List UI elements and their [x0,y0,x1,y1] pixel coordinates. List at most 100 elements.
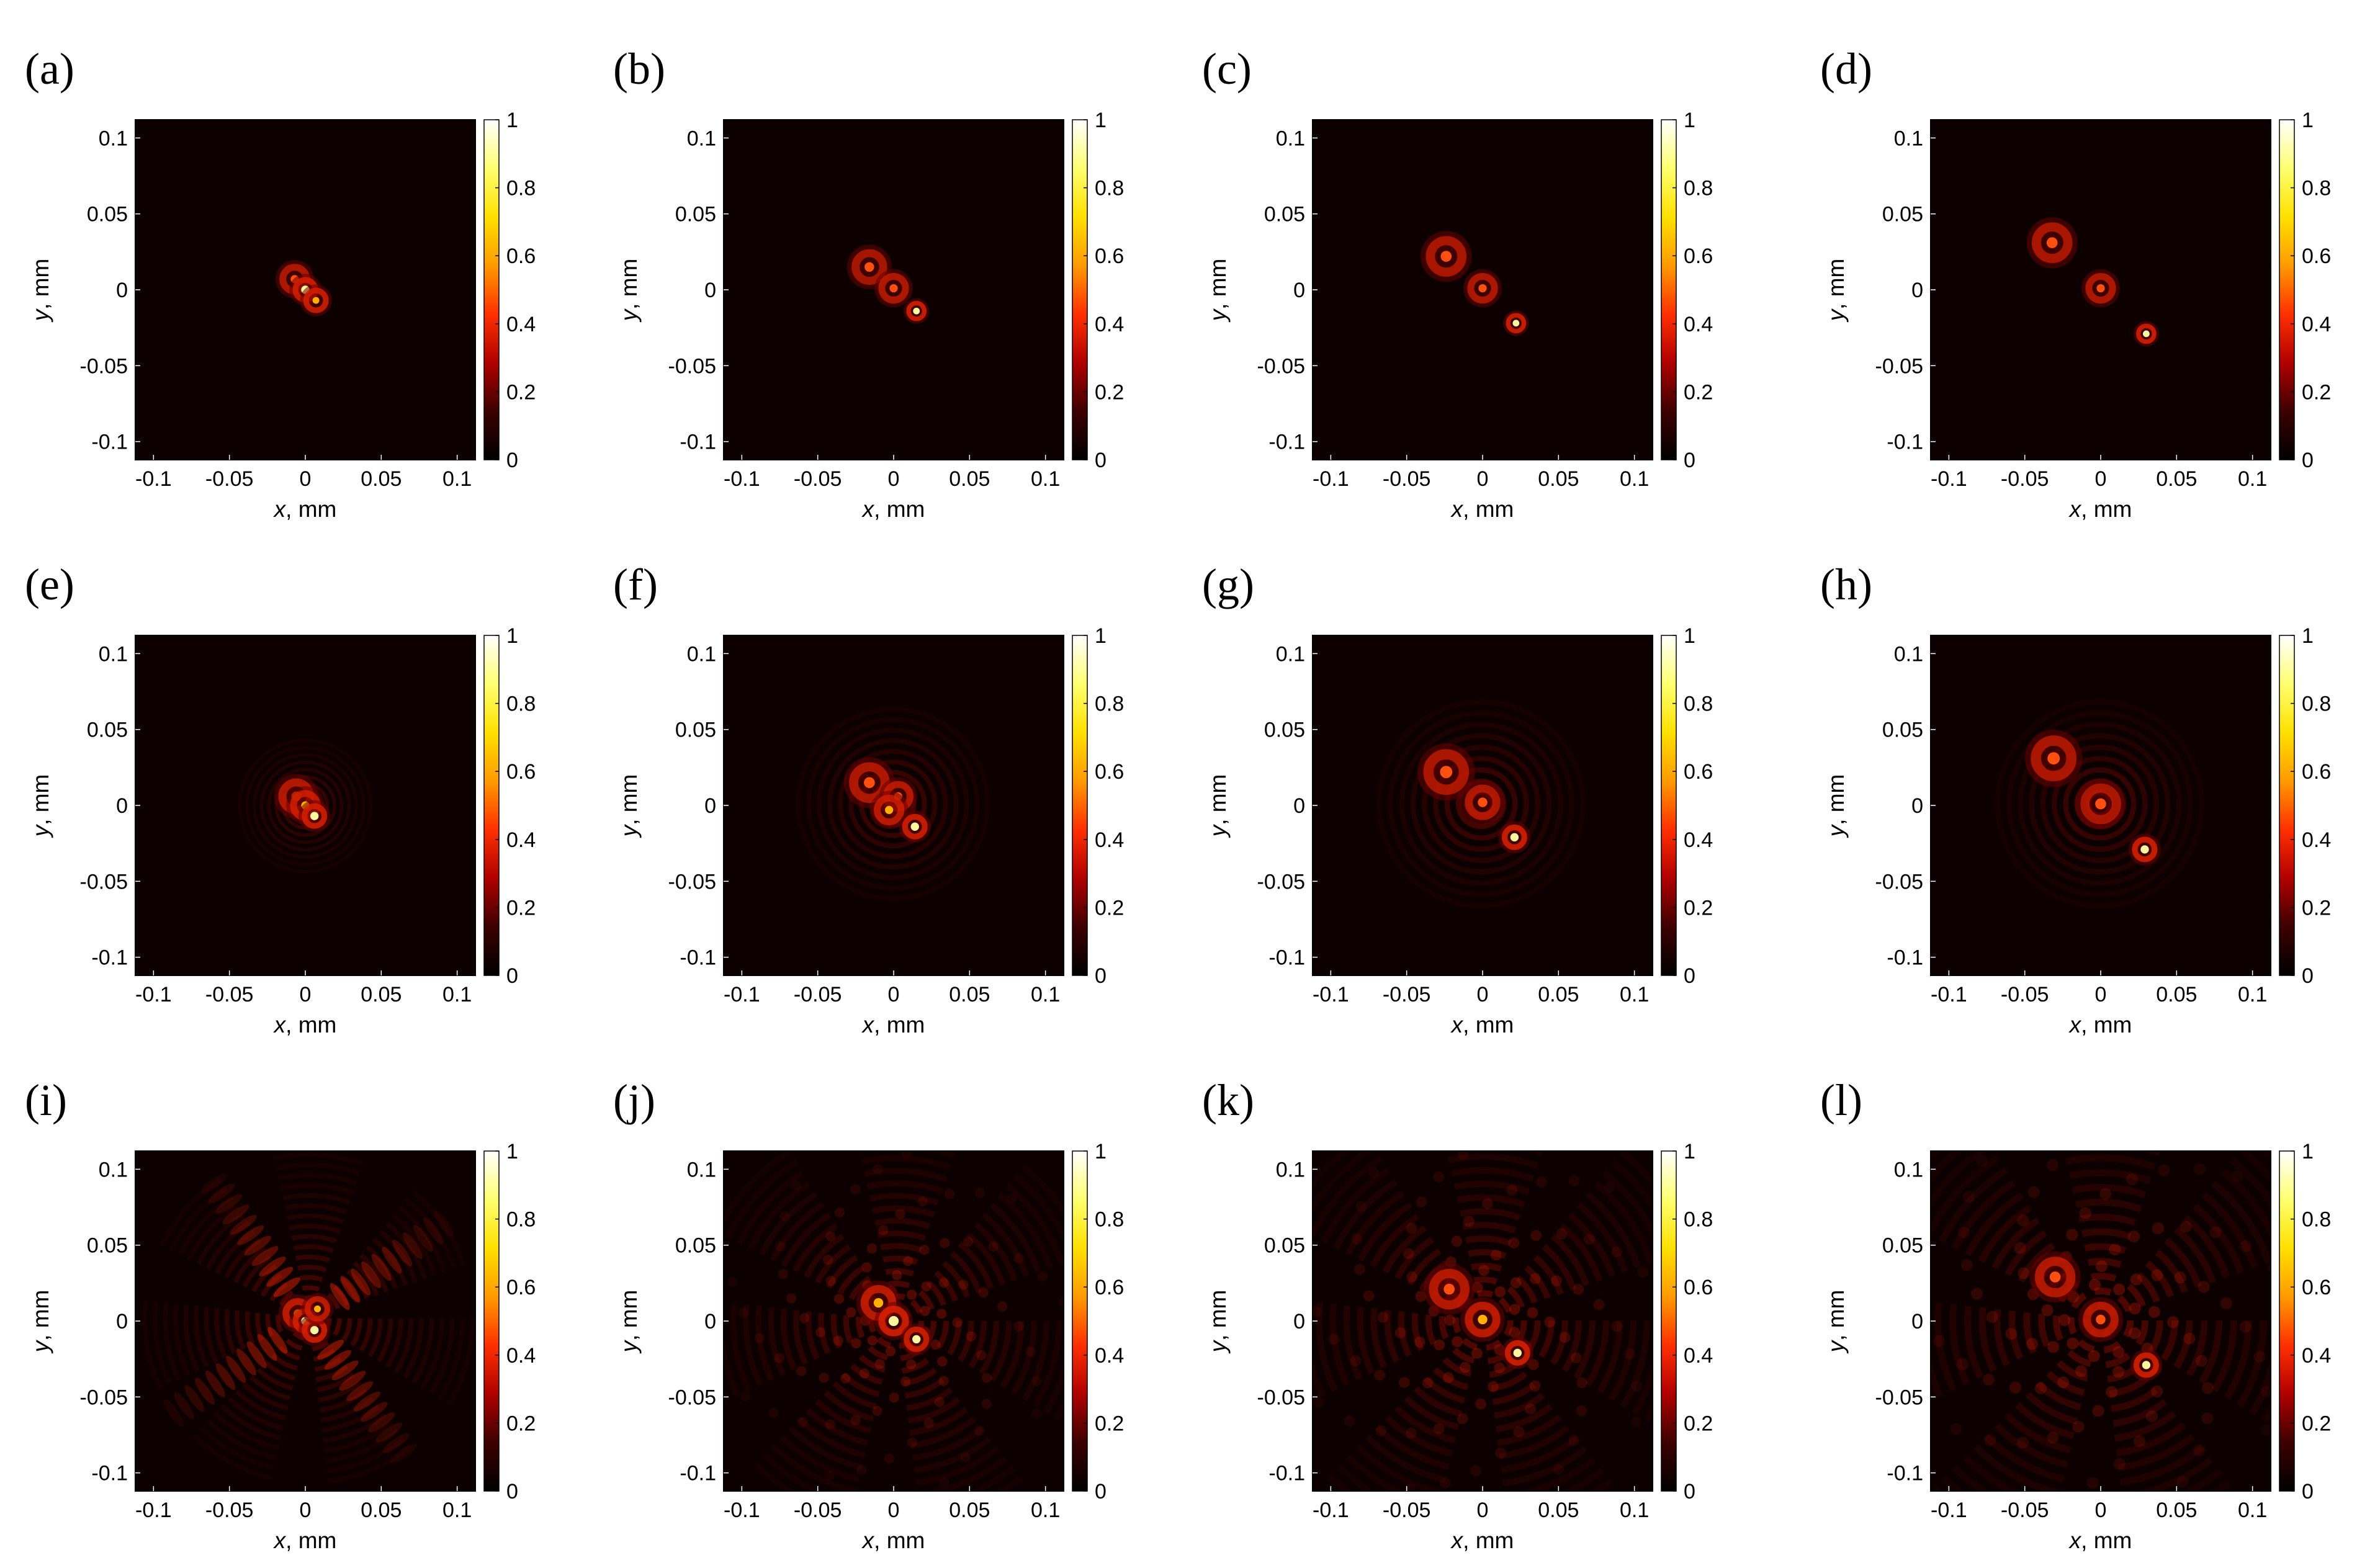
interference-speckle [825,1276,837,1286]
interference-speckle [861,1262,872,1273]
x-tick-label: -0.1 [1931,1499,1967,1522]
interference-speckle [796,1366,807,1376]
colorbar-tick-label: 0.2 [1684,380,1713,404]
heatmap [142,1152,475,1485]
interference-speckle [2026,1338,2039,1350]
interference-speckle [2058,1314,2071,1326]
interference-speckle [775,1241,786,1252]
colorbar-tick-label: 0 [1684,449,1695,472]
interference-speckle [1957,1358,1969,1370]
interference-speckle [976,1350,987,1361]
panel-a: (a) -0.1 -0.05 0 0.05 0.1 0.1 0.05 0 -0.05 -0.1 x, … [25,44,536,522]
x-tick-label: -0.05 [205,467,254,491]
interference-lobe [317,1340,344,1360]
beam-spot [900,1323,933,1356]
colorbar-tick-label: 1 [1095,109,1107,132]
heatmap [238,738,373,874]
interference-speckle [2113,1458,2126,1470]
x-tick-label: 0.1 [1620,467,1649,491]
colorbar-tick-label: 0.2 [2302,896,2331,920]
colorbar-tick-label: 0.4 [1684,313,1713,336]
interference-ring [1433,756,1529,852]
interference-speckle [923,1418,934,1428]
x-tick-label: 0.05 [1538,467,1579,491]
interference-ring [1370,1208,1596,1433]
interference-speckle [2041,1304,2054,1317]
interference-speckle [1576,1405,1587,1417]
interference-speckle [917,1196,928,1207]
interference-speckle [2128,1230,2140,1243]
interference-lobe [208,1183,235,1204]
interference-lobe [368,1412,395,1433]
interference-speckle [1328,1333,1340,1345]
interference-speckle [1406,1271,1417,1283]
interference-speckle [2075,1365,2088,1378]
panel-label: (f) [613,560,658,609]
y-axis-label: y, mm [1823,259,1849,323]
interference-lobe [266,1266,294,1287]
interference-ring [235,1244,383,1393]
x-tick-label: 0.05 [1538,1499,1579,1522]
interference-speckle [874,1359,885,1369]
y-tick-label: 0.05 [1264,203,1305,226]
colorbar-tick-label: 0.8 [1684,692,1713,716]
interference-speckle [1624,1348,1635,1360]
interference-lobe [371,1254,392,1281]
y-tick-label: -0.1 [1268,1462,1305,1485]
panel-b: (b) -0.1 -0.05 0 0.05 0.1 0.1 0.05 0 -0.05 -0.1 x, … [613,44,1124,522]
beam-spot [1498,821,1531,854]
colorbar: 1 0.8 0.6 0.4 0.2 0 [1661,109,1713,472]
interference-speckle [1611,1320,1622,1332]
colorbar-tick-label: 0.6 [1095,1276,1124,1299]
interference-lobe [339,1371,366,1391]
x-axis-label: x, mm [861,1012,925,1037]
interference-speckle [834,1294,845,1304]
interference-speckle [974,1425,985,1436]
colorbar-tick-label: 0.4 [2302,828,2331,852]
interference-speckle [768,1407,779,1418]
interference-speckle [2057,1376,2069,1389]
colorbar-tick-label: 0 [506,964,518,988]
interference-speckle [2253,1350,2266,1363]
colorbar-tick-label: 0.6 [1684,760,1713,784]
interference-ring [265,1275,352,1362]
interference-speckle [2112,1346,2125,1358]
y-tick-label: -0.1 [91,946,128,970]
y-tick-label: 0.1 [1276,642,1305,666]
interference-speckle [1495,1447,1506,1459]
interference-ring [2006,710,2193,897]
interference-speckle [2014,1242,2026,1254]
interference-speckle [952,1317,963,1328]
interference-lobe [375,1422,403,1443]
interference-speckle [850,1415,861,1425]
interference-speckle [2209,1226,2222,1239]
interference-ring [142,1152,475,1485]
interference-ring [843,1268,950,1374]
y-tick-label: -0.1 [1268,431,1305,454]
x-tick-label: 0.05 [361,1499,402,1522]
y-tick-label: 0.05 [675,1234,716,1258]
interference-lobe [215,1194,243,1214]
interference-speckle [920,1306,930,1316]
interference-speckle [1529,1380,1541,1392]
interference-ring [1993,1213,2208,1428]
x-axis-label: x, mm [273,496,337,522]
y-tick-label: 0.1 [99,642,128,666]
colorbar-tick-label: 0.8 [1095,177,1124,200]
interference-ring [755,1180,1037,1462]
beam-spot [1501,1337,1533,1369]
interference-speckle [2005,1328,2018,1340]
colorbar-tick-label: 0 [2302,964,2314,988]
interference-speckle [2148,1306,2160,1318]
interference-ring [173,1183,444,1454]
colorbar-tick-label: 1 [1684,624,1695,648]
interference-speckle [900,1376,911,1387]
interference-speckle [2202,1382,2214,1394]
interference-speckle [1013,1253,1024,1263]
colorbar-tick-label: 1 [1095,1140,1107,1163]
interference-speckle [873,1164,883,1175]
interference-speckle [1530,1273,1541,1284]
interference-ring [1343,1181,1623,1461]
colorbar-tick-label: 0.8 [506,1208,536,1232]
interference-speckle [1394,1327,1406,1338]
